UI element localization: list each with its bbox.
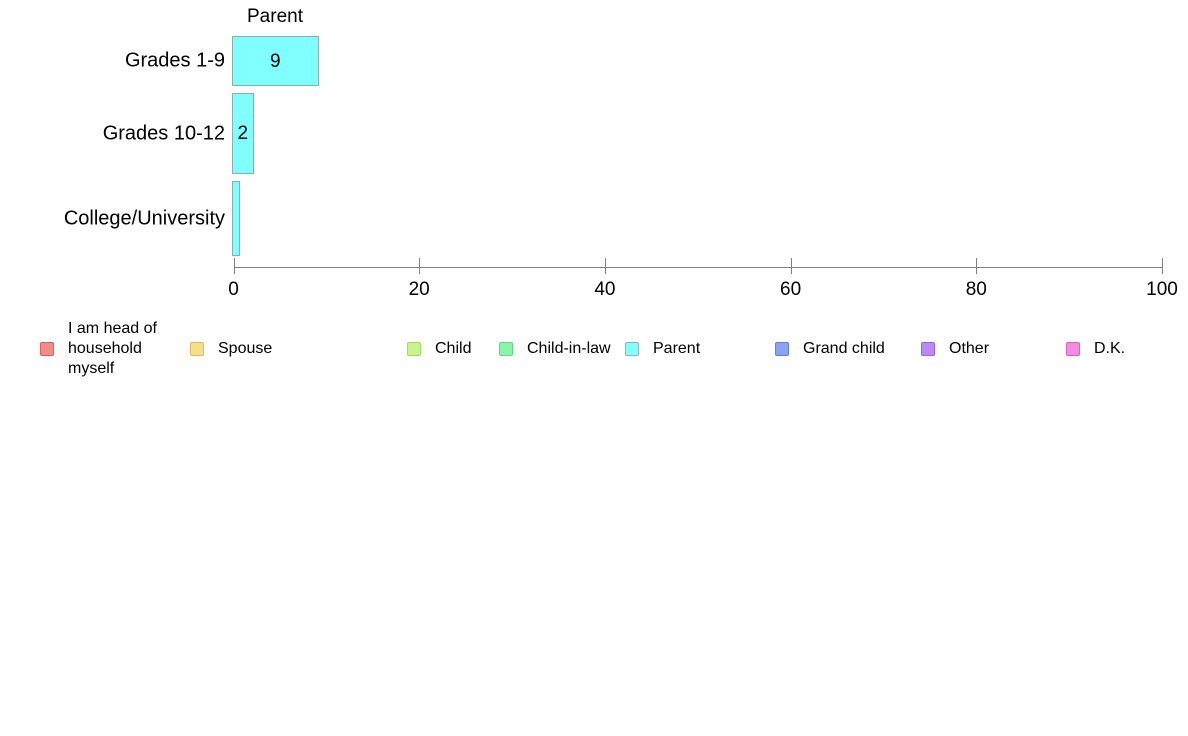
x-axis-tick — [604, 258, 606, 274]
x-axis-tick-label: 80 — [965, 279, 987, 300]
legend-swatch — [407, 342, 421, 356]
legend-swatch — [775, 342, 789, 356]
x-axis-tick — [790, 258, 792, 274]
x-axis-tick-label: 20 — [408, 279, 430, 300]
bar-value-label: 9 — [269, 50, 281, 72]
legend-label: Grand child — [803, 340, 885, 357]
x-axis-tick — [419, 258, 421, 274]
bar — [232, 181, 240, 256]
legend-swatch — [190, 342, 204, 356]
legend-label: Child — [435, 340, 472, 357]
legend-label: Spouse — [218, 340, 273, 357]
x-axis-tick-label: 0 — [228, 279, 239, 300]
bar: 9 — [232, 36, 319, 86]
bar-value-label: 2 — [237, 123, 249, 144]
legend-swatch — [921, 342, 935, 356]
category-label: Grades 10-12 — [102, 122, 225, 145]
legend-swatch — [625, 342, 639, 356]
x-axis-tick-label: 100 — [1146, 279, 1178, 300]
bar: 2 — [232, 93, 254, 174]
legend-label: D.K. — [1094, 340, 1126, 357]
legend-swatch — [1066, 342, 1080, 356]
x-axis-tick-label: 40 — [594, 279, 616, 300]
chart-title: Parent — [247, 6, 303, 27]
legend-swatch — [40, 342, 54, 356]
legend-label: Child-in-law — [527, 340, 611, 357]
x-axis-tick — [1162, 258, 1163, 274]
x-axis-line — [233, 267, 1162, 268]
x-axis-tick-label: 60 — [780, 279, 802, 300]
legend-label: Parent — [653, 340, 701, 357]
category-label: College/University — [63, 207, 225, 229]
x-axis-tick — [233, 258, 235, 274]
category-label: Grades 1-9 — [124, 49, 225, 72]
legend-swatch — [499, 342, 513, 356]
legend-label: I am head of household myself — [68, 320, 157, 377]
x-axis-tick — [976, 258, 978, 274]
legend-label: Other — [949, 340, 990, 357]
